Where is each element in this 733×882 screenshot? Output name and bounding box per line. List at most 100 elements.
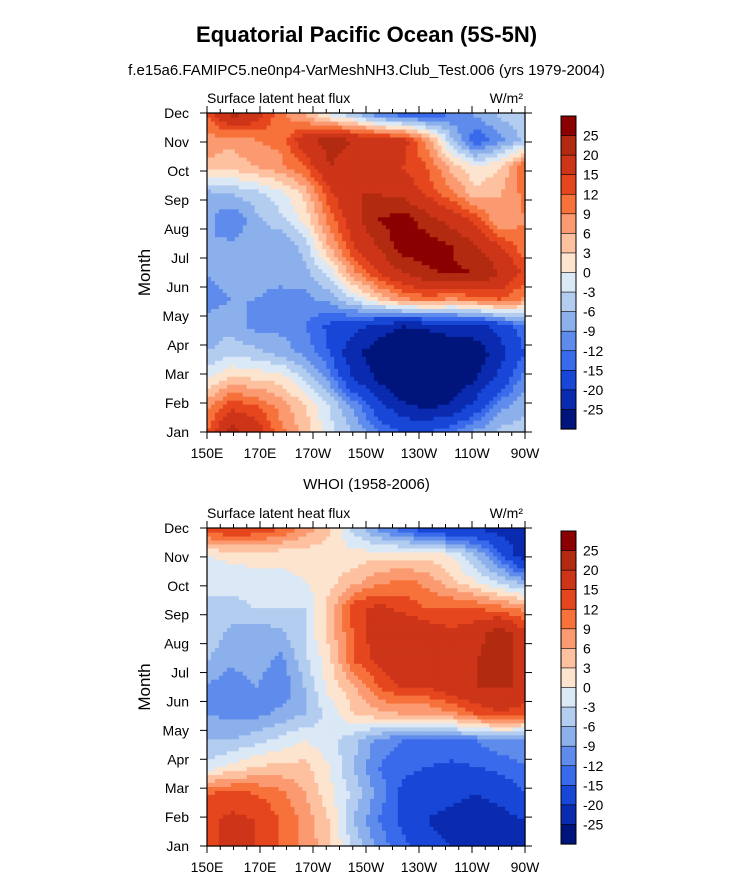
heatmap-cell [207, 292, 212, 298]
heatmap-cell [230, 208, 236, 214]
heatmap-cell [437, 292, 443, 298]
heatmap-cell [282, 364, 288, 369]
heatmap-cell [381, 412, 387, 417]
heatmap-cell [505, 184, 510, 190]
heatmap-cell [513, 388, 518, 393]
heatmap-cell [385, 244, 391, 250]
heatmap-cell [334, 240, 339, 246]
heatmap-cell [210, 220, 216, 226]
heatmap-cell [509, 280, 514, 286]
heatmap-cell [497, 204, 502, 210]
heatmap-cell [373, 216, 379, 222]
heatmap-cell [270, 268, 276, 274]
heatmap-cell [314, 376, 319, 381]
heatmap-cell [517, 236, 522, 242]
heatmap-cell [290, 252, 296, 258]
heatmap-cell [366, 384, 371, 389]
heatmap-cell [397, 364, 403, 369]
heatmap-cell [513, 284, 518, 290]
heatmap-cell [298, 296, 304, 302]
heatmap-cell [322, 204, 327, 210]
heatmap-cell [290, 428, 296, 433]
heatmap-cell [429, 348, 435, 353]
heatmap-cell [421, 408, 427, 413]
heatmap-cell [270, 192, 276, 198]
heatmap-cell [242, 372, 248, 377]
heatmap-cell [485, 288, 490, 294]
heatmap-cell [389, 196, 395, 202]
heatmap-cell [362, 348, 367, 353]
heatmap-cell [218, 276, 224, 282]
heatmap-cell [509, 284, 514, 290]
heatmap-cell [322, 220, 327, 226]
heatmap-cell [258, 328, 264, 333]
heatmap-cell [509, 328, 514, 333]
heatmap-cell [218, 240, 224, 246]
heatmap-cell [290, 392, 296, 397]
heatmap-cell [210, 224, 216, 230]
heatmap-cell [481, 404, 486, 409]
heatmap-cell [369, 224, 375, 230]
heatmap-cell [218, 376, 224, 381]
heatmap-cell [238, 184, 244, 190]
heatmap-cell [334, 424, 339, 429]
heatmap-cell [389, 304, 395, 309]
heatmap-cell [405, 296, 411, 302]
heatmap-cell [350, 208, 355, 214]
heatmap-cell [238, 308, 244, 313]
heatmap-cell [318, 208, 323, 214]
heatmap-cell [250, 396, 256, 401]
heatmap-cell [290, 200, 296, 206]
heatmap-cell [318, 268, 323, 274]
heatmap-cell [342, 428, 347, 433]
heatmap-cell [346, 316, 351, 321]
heatmap-cell [262, 216, 268, 222]
heatmap-cell [258, 232, 264, 238]
heatmap-cell [501, 196, 506, 202]
heatmap-cell [449, 352, 455, 357]
heatmap-cell [318, 196, 323, 202]
heatmap-cell [346, 304, 351, 309]
heatmap-cell [218, 196, 224, 202]
heatmap-cell [314, 260, 319, 266]
heatmap-cell [421, 340, 427, 345]
heatmap-cell [362, 232, 367, 238]
heatmap-cell [218, 188, 224, 194]
heatmap-cell [346, 264, 351, 270]
heatmap-cell [485, 292, 490, 298]
heatmap-cell [393, 248, 399, 254]
heatmap-cell [242, 356, 248, 361]
heatmap-cell [262, 408, 268, 413]
heatmap-cell [290, 384, 296, 389]
heatmap-cell [226, 288, 232, 294]
heatmap-cell [226, 412, 232, 417]
heatmap-cell [397, 272, 403, 278]
heatmap-cell [497, 200, 502, 206]
heatmap-cell [290, 344, 296, 349]
heatmap-cell [366, 368, 371, 373]
heatmap-cell [437, 256, 443, 262]
heatmap-cell [318, 424, 323, 429]
heatmap-cell [366, 200, 371, 206]
heatmap-cell [429, 352, 435, 357]
heatmap-cell [393, 428, 399, 433]
heatmap-cell [258, 428, 264, 433]
heatmap-cell [509, 228, 514, 234]
heatmap-cell [274, 380, 280, 385]
heatmap-cell [381, 324, 387, 329]
heatmap-cell [222, 308, 228, 313]
heatmap-cell [381, 280, 387, 286]
heatmap-cell [334, 340, 339, 345]
heatmap-cell [350, 252, 355, 258]
heatmap-cell [230, 240, 236, 246]
heatmap-cell [401, 396, 407, 401]
heatmap-cell [441, 388, 447, 393]
heatmap-cell [517, 196, 522, 202]
heatmap-cell [310, 184, 315, 190]
heatmap-cell [270, 360, 276, 365]
heatmap-cell [445, 280, 451, 286]
heatmap-cell [425, 228, 431, 234]
heatmap-cell [358, 236, 363, 242]
heatmap-cell [449, 216, 455, 222]
heatmap-cell [441, 424, 447, 429]
